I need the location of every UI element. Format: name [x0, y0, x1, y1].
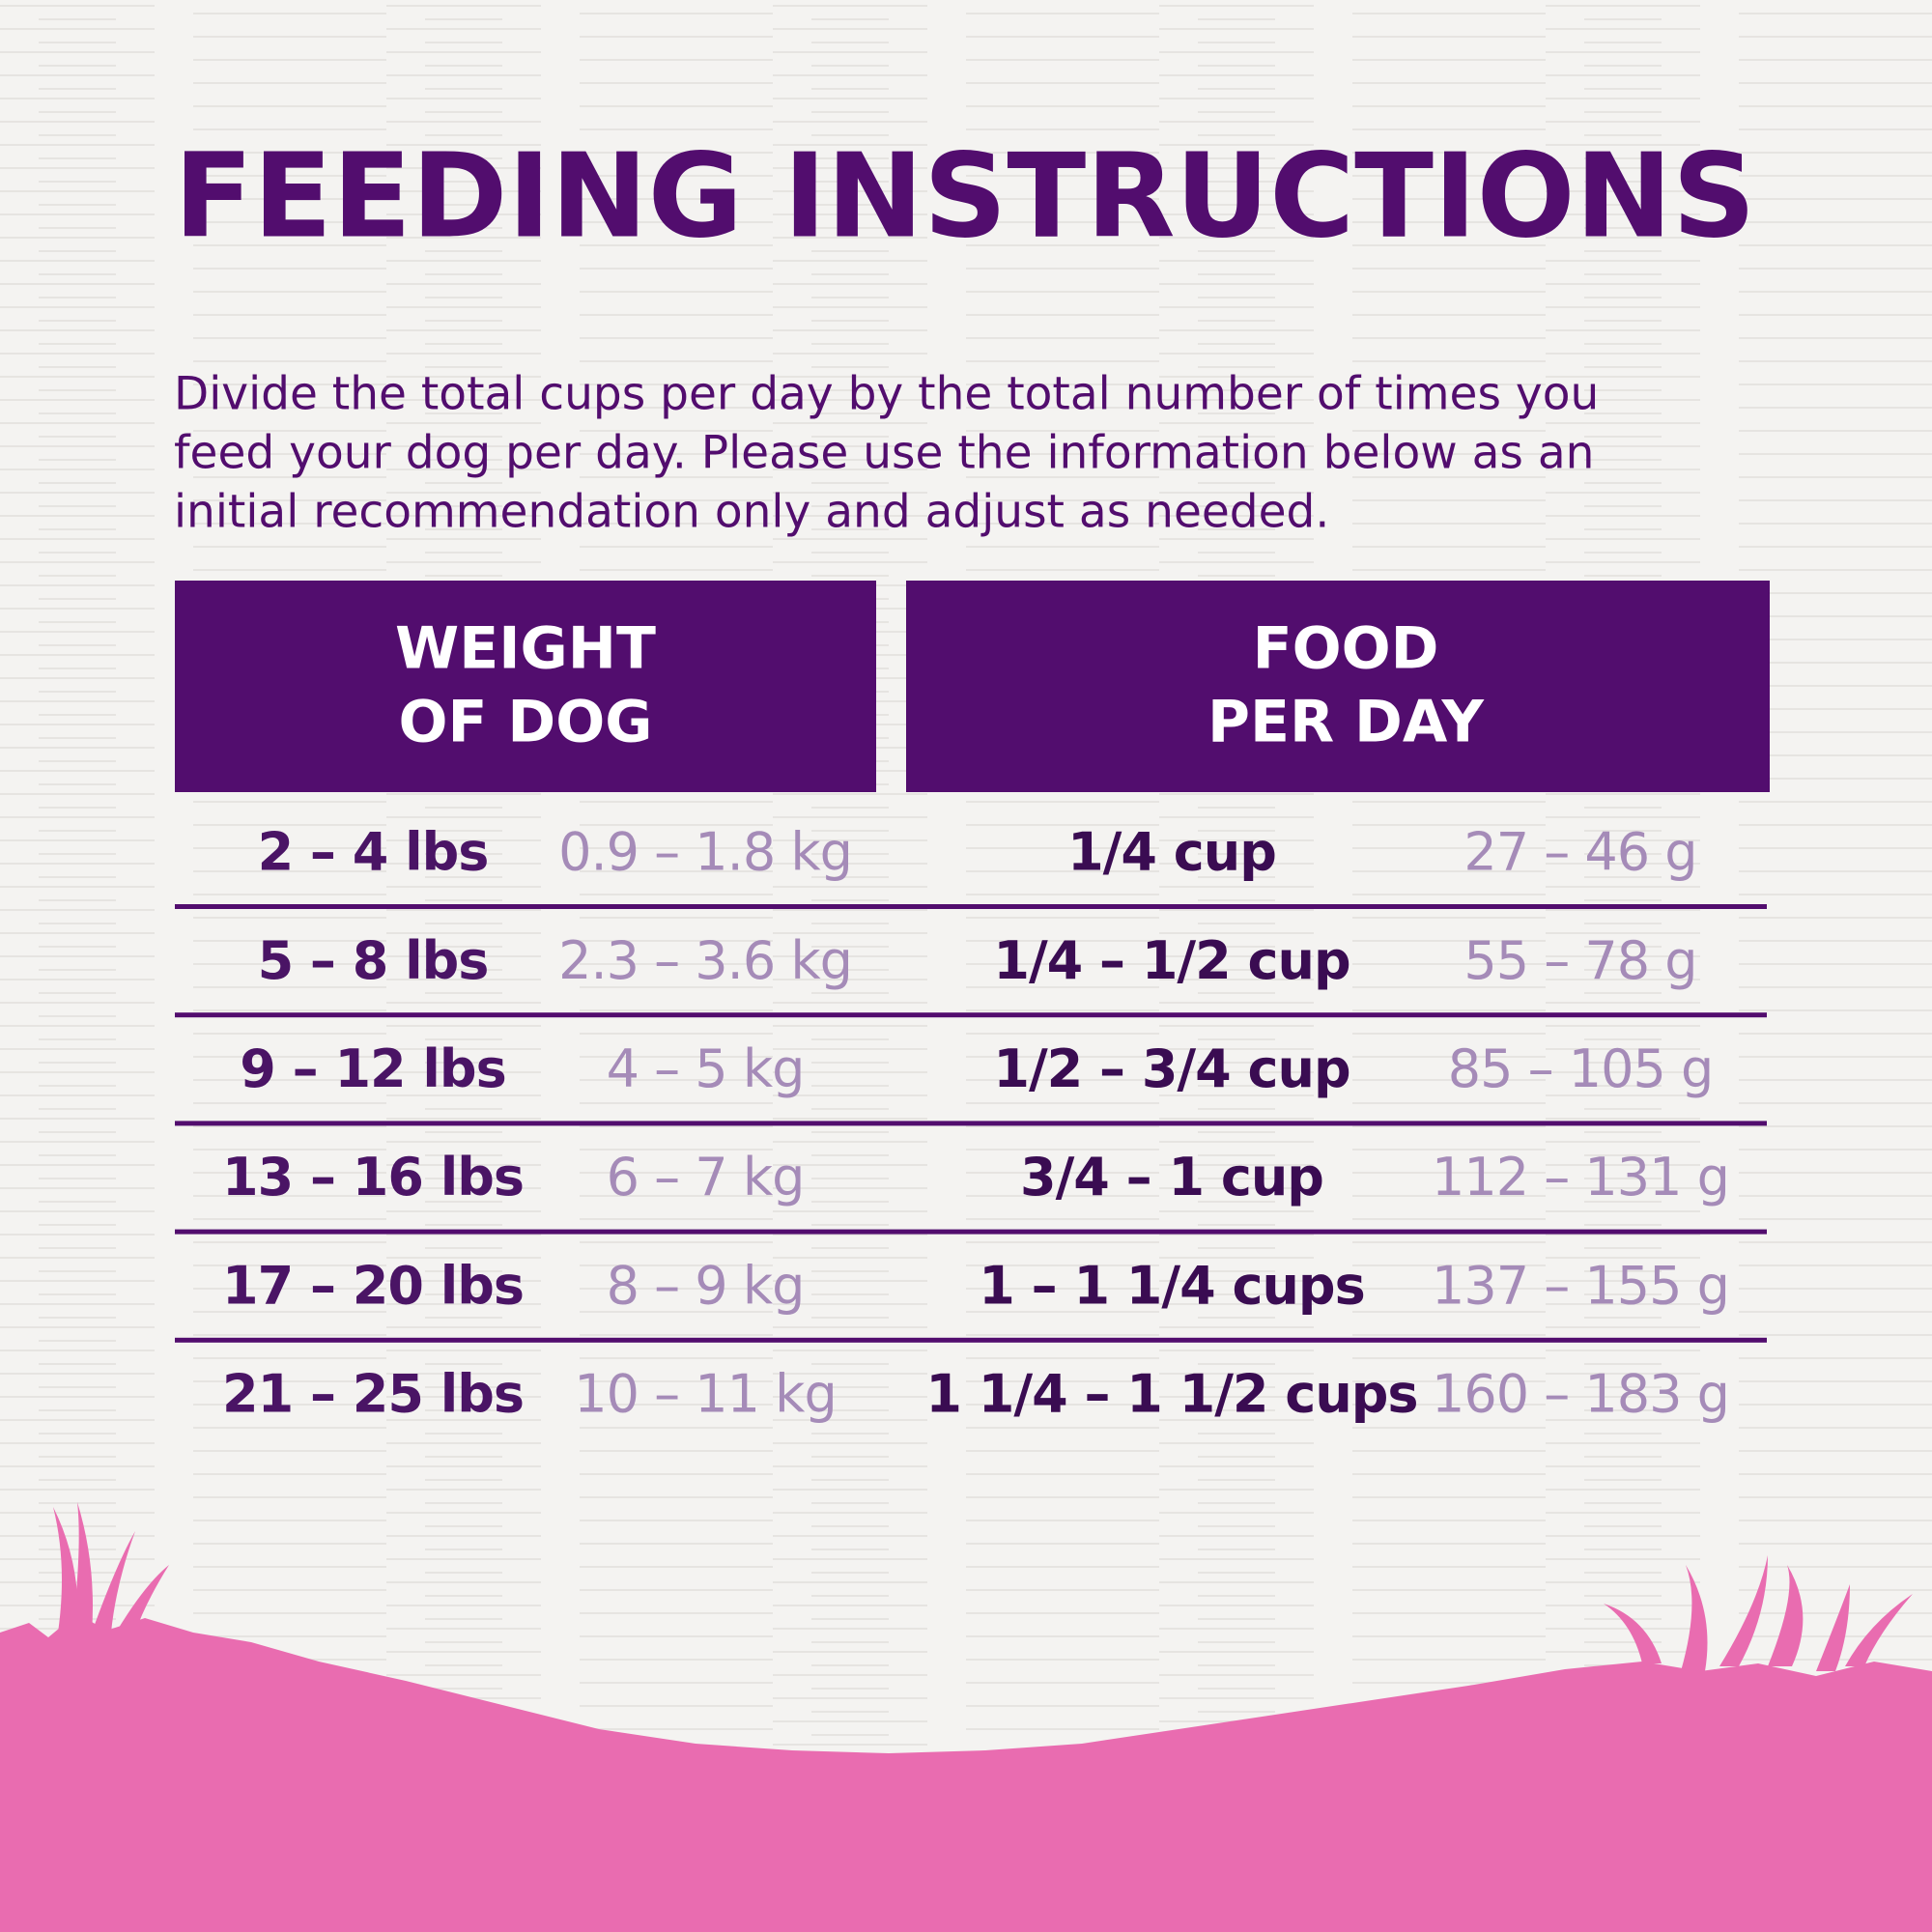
weight-lbs: 21 – 25 lbs [222, 1364, 524, 1425]
header-text: PER DAY [1208, 689, 1486, 756]
header-text: WEIGHT [395, 615, 656, 683]
intro-line: feed your dog per day. Please use the in… [174, 427, 1594, 480]
food-grams: 112 – 131 g [1432, 1147, 1729, 1208]
food-grams: 137 – 155 g [1432, 1255, 1729, 1316]
intro-line: initial recommendation only and adjust a… [174, 486, 1329, 539]
food-grams: 160 – 183 g [1432, 1364, 1729, 1425]
weight-lbs: 13 – 16 lbs [222, 1147, 524, 1208]
weight-kg: 2.3 – 3.6 kg [558, 930, 852, 991]
weight-kg: 10 – 11 kg [574, 1364, 836, 1425]
food-grams: 55 – 78 g [1463, 930, 1696, 991]
grass [0, 1502, 1932, 1932]
food-cups: 1/4 cup [1067, 822, 1276, 883]
weight-lbs: 9 – 12 lbs [240, 1038, 505, 1099]
food-cups: 1 – 1 1/4 cups [979, 1255, 1364, 1316]
food-cups: 1/2 – 3/4 cup [993, 1038, 1350, 1099]
food-cups: 3/4 – 1 cup [1020, 1147, 1323, 1208]
intro: Divide the total cups per day by the tot… [174, 368, 1599, 539]
intro-line: Divide the total cups per day by the tot… [174, 368, 1599, 421]
header-cell [175, 581, 876, 792]
header-text: FOOD [1253, 615, 1439, 683]
row-divider [175, 1229, 1767, 1235]
weight-lbs: 5 – 8 lbs [258, 930, 489, 991]
food-grams: 27 – 46 g [1463, 822, 1696, 883]
row-divider [175, 1012, 1767, 1018]
weight-kg: 0.9 – 1.8 kg [558, 822, 852, 883]
food-cups: 1 1/4 – 1 1/2 cups [925, 1364, 1417, 1425]
row-divider [175, 904, 1767, 909]
weight-lbs: 2 – 4 lbs [258, 822, 489, 883]
header-cell [906, 581, 1770, 792]
food-cups: 1/4 – 1/2 cup [993, 930, 1350, 991]
weight-kg: 6 – 7 kg [607, 1147, 805, 1208]
weight-kg: 8 – 9 kg [607, 1255, 805, 1316]
weight-kg: 4 – 5 kg [607, 1038, 805, 1099]
weight-lbs: 17 – 20 lbs [222, 1255, 524, 1316]
header-text: OF DOG [399, 689, 653, 756]
food-grams: 85 – 105 g [1448, 1038, 1714, 1099]
title: FEEDING INSTRUCTIONS [174, 130, 1756, 265]
row-divider [175, 1121, 1767, 1126]
row-divider [175, 1337, 1767, 1343]
